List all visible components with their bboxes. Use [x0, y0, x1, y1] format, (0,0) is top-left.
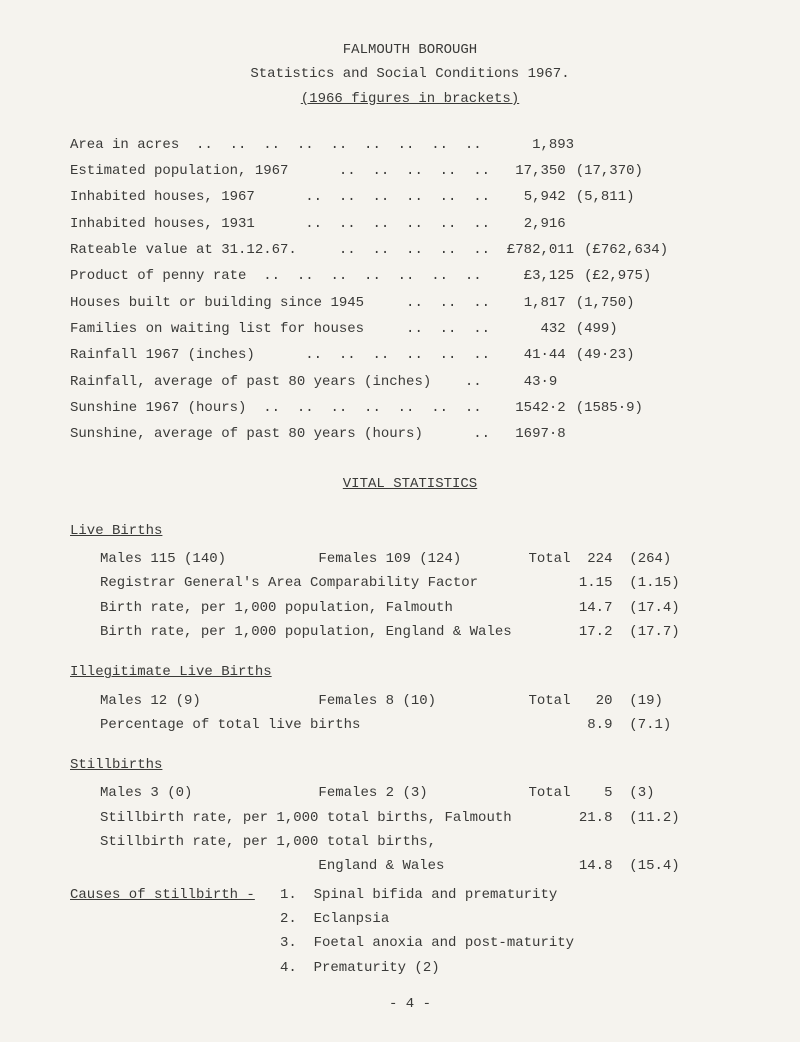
stat-row: Estimated population, 1967 .. .. .. .. .… — [70, 161, 750, 181]
stat-label: Inhabited houses, 1931 .. .. .. .. .. .. — [70, 214, 524, 234]
stat-bracket: (£762,634) — [584, 240, 668, 260]
stat-value: 432 — [540, 319, 565, 339]
stat-label: Estimated population, 1967 .. .. .. .. .… — [70, 161, 515, 181]
stillbirths-row: Stillbirth rate, per 1,000 total births, — [100, 832, 750, 852]
stat-value: £3,125 — [524, 266, 574, 286]
causes-list: 1. Spinal bifida and prematurity 2. Ecla… — [280, 885, 750, 982]
cause-item: 4. Prematurity (2) — [280, 958, 750, 978]
stat-value: 41·44 — [524, 345, 566, 365]
stat-row: Rainfall, average of past 80 years (inch… — [70, 372, 750, 392]
page-number: - 4 - — [70, 994, 750, 1014]
stillbirths-row: Stillbirth rate, per 1,000 total births,… — [100, 808, 750, 828]
stat-value: 2,916 — [524, 214, 566, 234]
vital-heading: VITAL STATISTICS — [343, 474, 477, 494]
stat-label: Inhabited houses, 1967 .. .. .. .. .. .. — [70, 187, 524, 207]
stat-row: Product of penny rate .. .. .. .. .. .. … — [70, 266, 750, 286]
live-births-heading: Live Births — [70, 521, 162, 541]
stat-bracket: (5,811) — [576, 187, 635, 207]
stat-row: Area in acres .. .. .. .. .. .. .. .. ..… — [70, 135, 750, 155]
stat-label: Rateable value at 31.12.67. .. .. .. .. … — [70, 240, 507, 260]
stat-row: Inhabited houses, 1967 .. .. .. .. .. ..… — [70, 187, 750, 207]
illegit-heading: Illegitimate Live Births — [70, 662, 272, 682]
stat-value: 5,942 — [524, 187, 566, 207]
stat-bracket: (£2,975) — [584, 266, 651, 286]
live-births-row: Birth rate, per 1,000 population, Falmou… — [100, 598, 750, 618]
stat-row: Sunshine 1967 (hours) .. .. .. .. .. .. … — [70, 398, 750, 418]
live-births-row: Registrar General's Area Comparability F… — [100, 573, 750, 593]
stat-label: Sunshine 1967 (hours) .. .. .. .. .. .. … — [70, 398, 515, 418]
stat-row: Houses built or building since 1945 .. .… — [70, 293, 750, 313]
stat-bracket: (499) — [576, 319, 618, 339]
stat-value: 1,893 — [532, 135, 574, 155]
heading-subtitle: (1966 figures in brackets) — [301, 89, 519, 109]
stat-label: Product of penny rate .. .. .. .. .. .. … — [70, 266, 524, 286]
illegit-row: Males 12 (9) Females 8 (10) Total 20 (19… — [100, 691, 750, 711]
stat-bracket: (1585·9) — [576, 398, 643, 418]
stat-value: 17,350 — [515, 161, 565, 181]
stillbirths-heading: Stillbirths — [70, 755, 162, 775]
stats-block: Area in acres .. .. .. .. .. .. .. .. ..… — [70, 135, 750, 445]
stat-bracket: (49·23) — [576, 345, 635, 365]
cause-item: 1. Spinal bifida and prematurity — [280, 885, 750, 905]
stat-value: 1697·8 — [515, 424, 565, 444]
cause-item: 2. Eclanpsia — [280, 909, 750, 929]
stat-label: Houses built or building since 1945 .. .… — [70, 293, 524, 313]
stat-value: 43·9 — [524, 372, 558, 392]
stat-value: £782,011 — [507, 240, 574, 260]
causes-label-text: Causes of stillbirth - — [70, 887, 255, 903]
stat-label: Families on waiting list for houses .. .… — [70, 319, 540, 339]
stat-bracket: (1,750) — [576, 293, 635, 313]
stillbirths-row: Males 3 (0) Females 2 (3) Total 5 (3) — [100, 783, 750, 803]
stat-bracket: (17,370) — [576, 161, 643, 181]
stat-label: Sunshine, average of past 80 years (hour… — [70, 424, 515, 444]
cause-item: 3. Foetal anoxia and post-maturity — [280, 933, 750, 953]
stat-row: Families on waiting list for houses .. .… — [70, 319, 750, 339]
stillbirths-row: England & Wales 14.8 (15.4) — [100, 856, 750, 876]
stat-row: Sunshine, average of past 80 years (hour… — [70, 424, 750, 444]
heading-borough: FALMOUTH BOROUGH — [70, 40, 750, 60]
page: FALMOUTH BOROUGH Statistics and Social C… — [0, 0, 800, 1034]
stat-row: Inhabited houses, 1931 .. .. .. .. .. ..… — [70, 214, 750, 234]
live-births-row: Males 115 (140) Females 109 (124) Total … — [100, 549, 750, 569]
stat-value: 1,817 — [524, 293, 566, 313]
stat-label: Rainfall, average of past 80 years (inch… — [70, 372, 524, 392]
illegit-row: Percentage of total live births 8.9 (7.1… — [100, 715, 750, 735]
causes-label: Causes of stillbirth - — [70, 885, 280, 982]
heading-title: Statistics and Social Conditions 1967. — [70, 64, 750, 84]
stat-row: Rainfall 1967 (inches) .. .. .. .. .. ..… — [70, 345, 750, 365]
live-births-row: Birth rate, per 1,000 population, Englan… — [100, 622, 750, 642]
stat-value: 1542·2 — [515, 398, 565, 418]
stat-label: Area in acres .. .. .. .. .. .. .. .. .. — [70, 135, 532, 155]
stat-label: Rainfall 1967 (inches) .. .. .. .. .. .. — [70, 345, 524, 365]
stat-row: Rateable value at 31.12.67. .. .. .. .. … — [70, 240, 750, 260]
